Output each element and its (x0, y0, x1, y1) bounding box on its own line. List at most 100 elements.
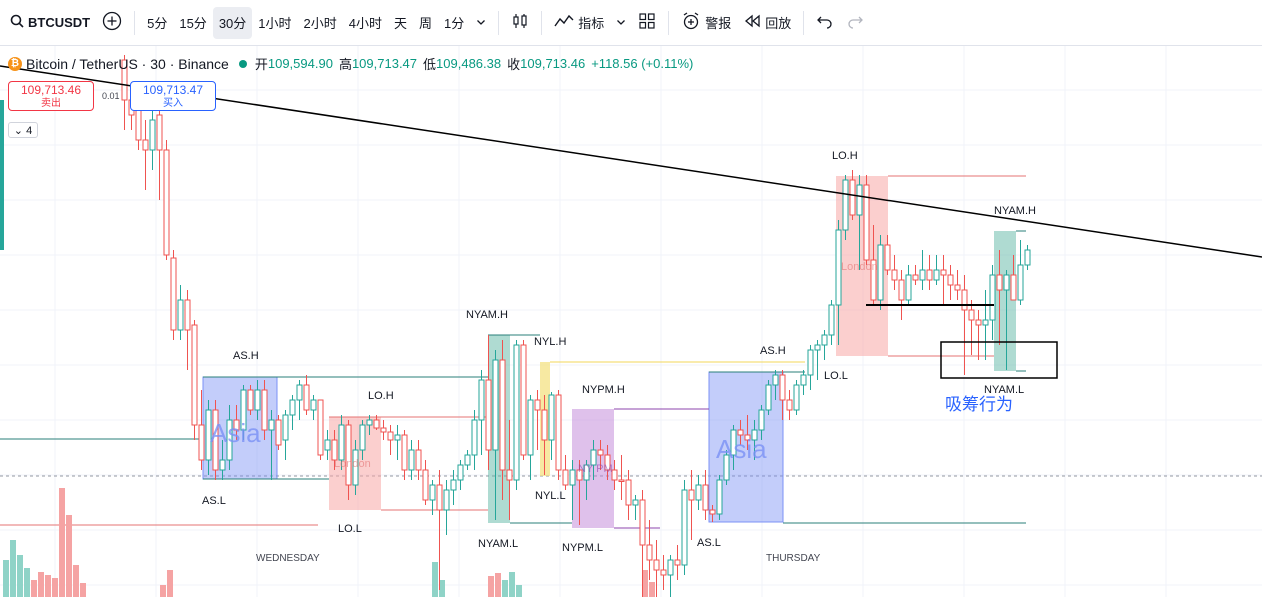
redo-button[interactable] (840, 7, 870, 39)
candle-down (212, 409, 219, 471)
buy-button[interactable]: 109,713.47 买入 (130, 81, 216, 111)
interval-3[interactable]: 1小时 (258, 16, 292, 31)
volume-bar (3, 560, 9, 597)
volume-bar (502, 580, 508, 597)
low-label: 低 (423, 57, 437, 72)
candle-up (471, 419, 478, 456)
candle-up (254, 389, 261, 411)
candle-down (534, 399, 541, 411)
candle-up (723, 454, 730, 481)
alert-button[interactable]: 警报 (675, 7, 737, 39)
volume-bar (45, 575, 51, 597)
candle-up (1003, 274, 1010, 291)
sell-price: 109,713.46 (20, 83, 82, 97)
label-nyl-l: NYL.L (535, 490, 566, 502)
interval-dropdown[interactable] (470, 7, 492, 39)
interval-0[interactable]: 5分 (147, 16, 168, 31)
label-nyam-h: NYAM.H (466, 309, 508, 321)
interval-4[interactable]: 2小时 (303, 16, 337, 31)
label-lo-h: LO.H (832, 150, 858, 162)
candle-down (506, 469, 513, 481)
chart-labels: AS.H AS.L LO.H LO.L NYAM.H NYAM.L NYL.H NYL.L NY… (202, 150, 1036, 564)
sell-button[interactable]: 109,713.46 卖出 (8, 81, 94, 111)
interval-1[interactable]: 15分 (179, 16, 207, 31)
volume-bar (649, 582, 655, 597)
candle-up (982, 319, 989, 326)
compare-button[interactable] (96, 7, 128, 39)
label-day-thu: THURSDAY (766, 553, 821, 564)
label-as-l: AS.L (202, 495, 226, 507)
rewind-icon (743, 14, 761, 31)
candle-down (373, 419, 380, 429)
chart-type-button[interactable] (505, 7, 535, 39)
candle-up (814, 344, 821, 351)
label-as-l: AS.L (697, 537, 721, 549)
indicators-button[interactable]: 指标 (548, 7, 610, 39)
accumulation-box (940, 341, 1058, 379)
replay-button[interactable]: 回放 (737, 7, 797, 39)
candle-up (289, 399, 296, 416)
volume-bar (73, 565, 79, 597)
candle-up (765, 384, 772, 411)
indicator-collapse-toggle[interactable]: ⌄ 4 (8, 122, 38, 138)
candle-up (793, 384, 800, 411)
candle-down (737, 429, 744, 436)
candle-down (422, 469, 429, 501)
undo-button[interactable] (810, 7, 840, 39)
high-label: 高 (338, 57, 352, 72)
candle-down (646, 544, 653, 561)
candle-up (464, 454, 471, 466)
candle-up (296, 384, 303, 401)
interval-5[interactable]: 4小时 (348, 16, 382, 31)
label-lo-l: LO.L (824, 370, 848, 382)
candle-down (898, 279, 905, 301)
session-levels (0, 175, 1026, 529)
candle-up (730, 429, 737, 456)
interval-8[interactable]: 1分 (444, 16, 465, 31)
candle-down (163, 149, 170, 256)
sell-label: 卖出 (41, 98, 61, 109)
candle-up (177, 299, 184, 331)
candle-up (359, 424, 366, 451)
candle-down (926, 269, 933, 281)
chevron-down-icon: ⌄ (13, 125, 24, 137)
interval-7[interactable]: 周 (419, 16, 433, 31)
candle-down (576, 469, 583, 481)
divider (541, 10, 543, 35)
volume-bar (24, 568, 30, 597)
volume-bar (488, 576, 494, 597)
candle-down (625, 479, 632, 506)
btc-logo-icon: ₿ (8, 56, 22, 71)
layouts-button[interactable] (632, 7, 662, 39)
candle-down (674, 559, 681, 566)
undo-icon (816, 13, 834, 32)
candle-down (954, 284, 961, 291)
alarm-clock-icon (681, 11, 701, 34)
buy-price: 109,713.47 (142, 83, 204, 97)
candle-up (1017, 264, 1024, 301)
grid-icon (638, 12, 656, 33)
indicators-dropdown[interactable] (610, 7, 632, 39)
price-chart[interactable]: AS.H AS.L LO.H LO.L NYAM.H NYAM.L NYL.H NYL.L NY… (0, 46, 1262, 597)
candle-down (275, 419, 282, 446)
drawings[interactable] (0, 65, 1262, 379)
interval-6[interactable]: 天 (393, 16, 407, 31)
label-nyl-h: NYL.H (534, 336, 566, 348)
candle-up (569, 469, 576, 486)
volume-bar (17, 555, 23, 597)
divider (668, 10, 670, 35)
volume-bar (432, 562, 438, 597)
symbol-label: BTCUSDT (28, 15, 91, 30)
candle-up (527, 399, 534, 456)
candle-up (282, 414, 289, 441)
label-london-box: London (334, 458, 371, 470)
candles-icon (511, 12, 529, 33)
symbol-search[interactable]: BTCUSDT (4, 7, 96, 39)
label-asia-box: Asia (210, 418, 261, 448)
candle-down (597, 449, 604, 456)
interval-2[interactable]: 30分 (212, 6, 253, 39)
candle-up (590, 449, 597, 466)
search-icon (10, 14, 24, 31)
candle-down (611, 469, 618, 481)
candle-up (695, 484, 702, 501)
